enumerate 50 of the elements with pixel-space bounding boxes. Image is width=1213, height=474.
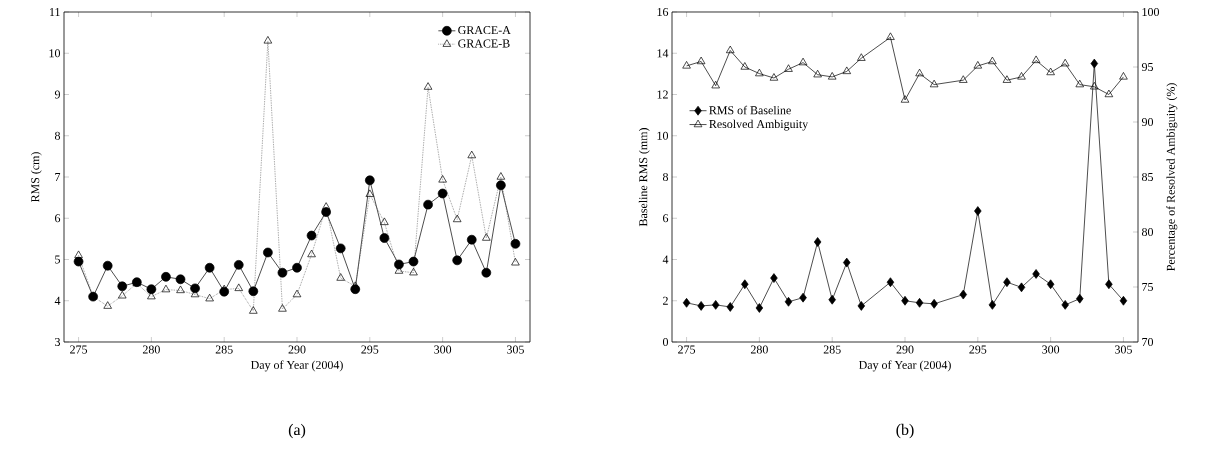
y2-tick-label: 100 <box>1142 7 1159 17</box>
y2-axis-title: Percentage of Resolved Ambiguity (%) <box>1166 83 1178 271</box>
x-axis-title: Day of Year (2004) <box>858 360 951 372</box>
y-tick-label: 5 <box>55 255 61 264</box>
x-tick-label: 300 <box>1042 345 1060 354</box>
text: (a) <box>288 423 306 439</box>
y-tick-label: 7 <box>55 173 61 181</box>
y-tick-label: 2 <box>663 296 668 305</box>
x-tick-label: 300 <box>434 345 452 354</box>
x-tick-label: 280 <box>750 345 768 354</box>
y2-tick-label: 90 <box>1141 117 1154 127</box>
legend-label: GRACE-A <box>458 26 511 35</box>
y-axis-title: Baseline RMS (mm) <box>638 128 650 227</box>
legend-label: GRACE-B <box>458 39 510 48</box>
x-tick-label: 305 <box>1115 345 1132 354</box>
x-tick-label: 295 <box>361 345 379 354</box>
x-tick-label: 285 <box>823 345 841 354</box>
y-tick-label: 10 <box>657 131 669 140</box>
x-tick-label: 290 <box>896 345 914 354</box>
y-tick-label: 9 <box>54 90 60 99</box>
y-tick-label: 12 <box>657 90 668 99</box>
y2-tick-label: 85 <box>1141 172 1154 182</box>
x-tick-label: 280 <box>142 345 160 354</box>
y-tick-label: 10 <box>49 49 61 58</box>
x-tick-label: 275 <box>678 345 696 354</box>
y2-tick-label: 95 <box>1141 62 1154 72</box>
x-tick-label: 285 <box>215 345 233 354</box>
x-tick-label: 275 <box>70 345 88 354</box>
legend-label: RMS of Baseline <box>709 105 791 115</box>
y-tick-label: 0 <box>662 337 669 347</box>
y-tick-label: 8 <box>662 172 669 182</box>
y-tick-label: 6 <box>55 214 61 223</box>
text: (b) <box>896 423 914 439</box>
y-tick-label: 8 <box>54 131 61 140</box>
y-tick-label: 16 <box>657 7 669 17</box>
x-tick-label: 295 <box>969 345 987 354</box>
legend-label: Resolved Ambiguity <box>709 119 809 131</box>
y2-tick-label: 75 <box>1142 283 1154 291</box>
y-tick-label: 11 <box>50 8 60 16</box>
y-tick-label: 4 <box>662 255 669 264</box>
y-axis-title: RMS (cm) <box>30 152 42 203</box>
x-tick-label: 290 <box>288 345 306 354</box>
y-tick-label: 6 <box>663 214 669 223</box>
y2-tick-label: 80 <box>1141 227 1154 237</box>
y2-tick-label: 70 <box>1142 337 1154 347</box>
x-axis-title: Day of Year (2004) <box>250 360 343 372</box>
x-tick-label: 305 <box>507 345 524 354</box>
y-tick-label: 3 <box>55 337 61 347</box>
y-tick-label: 4 <box>54 296 61 305</box>
y-tick-label: 14 <box>657 49 669 58</box>
